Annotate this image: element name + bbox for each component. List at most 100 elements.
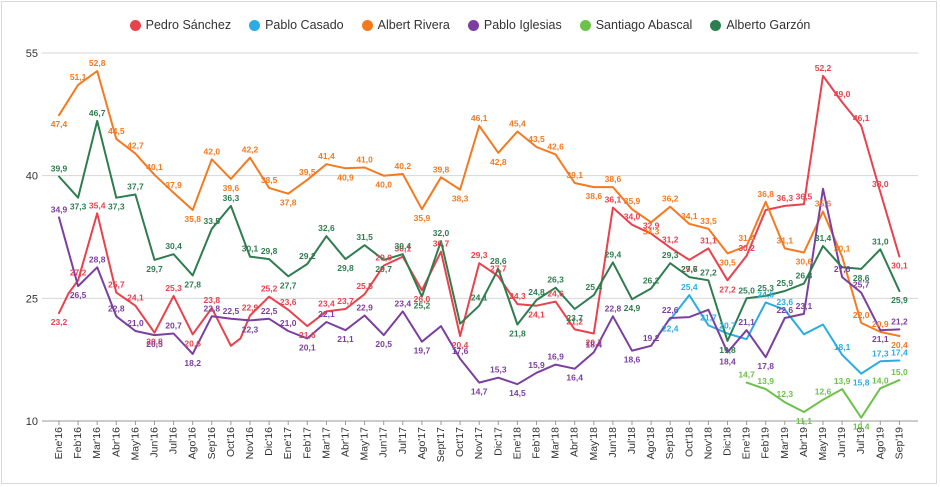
x-tick-label: Feb'19 bbox=[760, 427, 772, 459]
data-label: 30,4 bbox=[165, 241, 182, 251]
x-tick-label: Jun'19 bbox=[836, 427, 848, 458]
data-label: 23,7 bbox=[337, 296, 354, 306]
legend-swatch bbox=[249, 19, 261, 31]
data-label: 22,8 bbox=[108, 303, 125, 313]
x-tick-label: Ago'19 bbox=[874, 427, 886, 460]
x-tick-label: Jun'17 bbox=[378, 427, 390, 458]
data-label: 19,2 bbox=[643, 333, 660, 343]
x-tick-label: Abr'19 bbox=[798, 427, 810, 457]
data-label: 12,3 bbox=[777, 389, 794, 399]
x-tick-label: May'17 bbox=[359, 427, 371, 461]
data-label: 35,6 bbox=[815, 199, 832, 209]
data-label: 40,2 bbox=[395, 161, 412, 171]
data-label: 22,1 bbox=[318, 309, 335, 319]
series-line bbox=[58, 119, 901, 342]
series-line bbox=[745, 379, 901, 419]
data-label: 25,2 bbox=[414, 301, 431, 311]
data-label: 20,4 bbox=[891, 340, 908, 350]
data-label: 30,4 bbox=[395, 241, 412, 251]
legend-item[interactable]: Santiago Abascal bbox=[579, 18, 693, 32]
data-label: 42,7 bbox=[127, 141, 144, 151]
data-label: 20,7 bbox=[165, 320, 182, 330]
x-tick-label: Ago'16 bbox=[187, 427, 199, 460]
data-label: 31,2 bbox=[662, 235, 679, 245]
x-tick-label: Feb'17 bbox=[301, 427, 313, 459]
data-label: 37,7 bbox=[127, 181, 144, 191]
data-label: 40,0 bbox=[375, 180, 392, 190]
data-label: 52,8 bbox=[89, 58, 106, 68]
data-label: 20,5 bbox=[146, 339, 163, 349]
data-label: 14,0 bbox=[872, 375, 889, 385]
data-label: 34,3 bbox=[643, 226, 660, 236]
data-label: 35,4 bbox=[89, 200, 106, 210]
x-tick-label: Oct'16 bbox=[225, 427, 237, 457]
legend-swatch bbox=[129, 19, 141, 31]
x-tick-label: Abr'16 bbox=[110, 427, 122, 457]
data-label: 39,8 bbox=[433, 164, 450, 174]
data-label: 42,8 bbox=[490, 157, 507, 167]
data-label: 22,8 bbox=[204, 303, 221, 313]
data-label: 37,9 bbox=[165, 180, 182, 190]
series-line bbox=[58, 74, 901, 347]
data-label: 33,5 bbox=[700, 216, 717, 226]
data-label: 10,4 bbox=[853, 422, 870, 432]
x-tick-label: Jun'16 bbox=[149, 427, 161, 458]
data-label: 22,3 bbox=[242, 324, 259, 334]
data-label: 37,3 bbox=[70, 202, 87, 212]
legend-item[interactable]: Albert Rivera bbox=[361, 18, 450, 32]
data-label: 42,6 bbox=[547, 141, 564, 151]
data-label: 42,0 bbox=[204, 146, 221, 156]
data-label: 25,2 bbox=[261, 284, 278, 294]
data-label: 31,1 bbox=[700, 235, 717, 245]
legend-label: Pablo Iglesias bbox=[483, 18, 562, 32]
data-label: 37,3 bbox=[108, 202, 125, 212]
data-label: 49,0 bbox=[834, 89, 851, 99]
data-label: 20,1 bbox=[299, 342, 316, 352]
y-tick-label: 40 bbox=[26, 171, 38, 183]
legend-item[interactable]: Pablo Iglesias bbox=[467, 18, 562, 32]
data-label: 32,0 bbox=[433, 228, 450, 238]
x-tick-label: Sept'17 bbox=[435, 427, 447, 462]
data-label: 31,0 bbox=[872, 236, 889, 246]
x-tick-label: Jul'16 bbox=[168, 427, 180, 454]
data-label: 23,7 bbox=[566, 313, 583, 323]
data-label: 11,1 bbox=[796, 416, 812, 426]
legend-item[interactable]: Pablo Casado bbox=[249, 18, 344, 32]
data-label: 19,7 bbox=[414, 346, 431, 356]
data-label: 21,1 bbox=[337, 334, 354, 344]
data-label: 38,6 bbox=[605, 174, 622, 184]
x-tick-label: Feb'16 bbox=[72, 427, 84, 459]
legend-label: Alberto Garzón bbox=[726, 18, 811, 32]
data-label: 23,6 bbox=[777, 297, 794, 307]
data-label: 36,3 bbox=[223, 193, 240, 203]
legend-label: Santiago Abascal bbox=[595, 18, 693, 32]
data-label: 51,1 bbox=[70, 72, 87, 82]
data-label: 37,8 bbox=[280, 198, 297, 208]
data-label: 39,6 bbox=[223, 183, 240, 193]
x-tick-label: Ago'17 bbox=[416, 427, 428, 460]
x-tick-label: Jul'19 bbox=[855, 427, 867, 454]
x-tick-label: Jun'18 bbox=[607, 427, 619, 458]
data-label: 39,9 bbox=[51, 163, 68, 173]
legend-item[interactable]: Pedro Sánchez bbox=[129, 18, 231, 32]
series-line bbox=[58, 70, 901, 337]
legend-item[interactable]: Alberto Garzón bbox=[710, 18, 810, 32]
data-label: 29,7 bbox=[681, 264, 698, 274]
data-label: 20,6 bbox=[184, 338, 201, 348]
data-label: 36,2 bbox=[662, 194, 679, 204]
data-label: 14,5 bbox=[509, 388, 526, 398]
x-tick-label: Jul'17 bbox=[397, 427, 409, 454]
data-label: 29,7 bbox=[146, 264, 163, 274]
data-label: 42,2 bbox=[242, 145, 259, 155]
data-label: 22,9 bbox=[242, 303, 259, 313]
legend-label: Albert Rivera bbox=[377, 18, 450, 32]
x-tick-label: Mar'17 bbox=[320, 427, 332, 459]
data-label: 27,2 bbox=[719, 284, 736, 294]
data-label: 24,1 bbox=[471, 293, 488, 303]
data-label: 34,1 bbox=[681, 211, 698, 221]
data-label: 26,2 bbox=[643, 276, 660, 286]
data-label: 22,5 bbox=[261, 306, 278, 316]
data-label: 15,8 bbox=[853, 378, 870, 388]
chart-legend: Pedro Sánchez Pablo Casado Albert Rivera Pa… bbox=[0, 18, 940, 32]
data-label: 22,8 bbox=[605, 303, 622, 313]
